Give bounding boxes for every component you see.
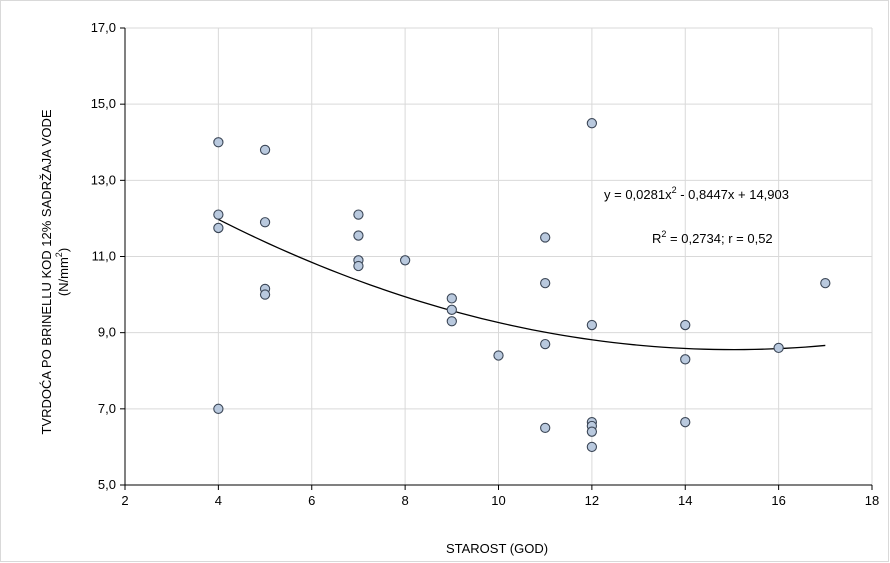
data-point xyxy=(399,255,411,266)
x-tick-label: 2 xyxy=(121,493,128,508)
y-tick-label: 5,0 xyxy=(98,477,116,492)
y-tick-label: 11,0 xyxy=(92,249,116,264)
data-points xyxy=(213,118,831,453)
data-point xyxy=(446,304,457,315)
x-tick-label: 14 xyxy=(678,493,692,508)
data-point xyxy=(540,232,551,243)
tick-labels: 2 4 6 8 10 12 14 16 18 5,0 7,0 9,0 11,0 13,0 15,0 17,0 xyxy=(91,20,880,508)
data-point xyxy=(446,316,457,327)
x-tick-label: 10 xyxy=(491,493,505,508)
y-tick-label: 15,0 xyxy=(91,96,116,111)
y-tick-label: 7,0 xyxy=(98,401,116,416)
x-tick-label: 6 xyxy=(308,493,315,508)
data-point xyxy=(353,230,364,241)
x-tick-label: 16 xyxy=(771,493,785,508)
y-axis-title-line2: (N/mm2) xyxy=(54,248,71,296)
y-tick-label: 9,0 xyxy=(98,325,116,340)
data-point xyxy=(586,118,598,129)
x-tick-label: 18 xyxy=(865,493,879,508)
y-axis-title-line1: TVRDOĆA PO BRINELLU KOD 12% SADRŽAJA VOD… xyxy=(39,109,54,434)
grid-lines xyxy=(125,27,873,485)
x-axis-title: STAROST (GOD) xyxy=(446,541,548,556)
data-point xyxy=(493,350,504,361)
axes xyxy=(120,27,873,490)
trendline-equation: y = 0,0281x2 - 0,8447x + 14,903 xyxy=(604,185,789,202)
data-point xyxy=(680,354,691,365)
data-point xyxy=(259,289,271,300)
data-point xyxy=(213,403,224,414)
x-tick-label: 12 xyxy=(585,493,599,508)
data-point xyxy=(586,441,598,453)
data-point xyxy=(259,217,271,228)
data-point xyxy=(353,209,364,220)
data-point xyxy=(353,260,364,272)
data-point xyxy=(586,319,598,331)
trendline xyxy=(218,218,826,351)
data-point xyxy=(540,278,551,289)
data-point xyxy=(213,137,224,148)
data-point xyxy=(586,426,598,437)
data-point xyxy=(259,144,271,156)
x-tick-label: 4 xyxy=(215,493,222,508)
data-point xyxy=(680,319,691,331)
data-point xyxy=(540,338,551,350)
data-point xyxy=(773,342,784,354)
data-point xyxy=(213,222,224,234)
data-point xyxy=(680,417,691,428)
x-tick-label: 8 xyxy=(402,493,409,508)
y-tick-label: 13,0 xyxy=(91,172,116,187)
data-point xyxy=(446,293,457,304)
y-tick-label: 17,0 xyxy=(91,20,116,35)
data-point xyxy=(820,278,831,289)
data-point xyxy=(213,209,224,220)
r-squared-annotation: R2 = 0,2734; r = 0,52 xyxy=(652,229,773,246)
data-point xyxy=(540,422,551,434)
